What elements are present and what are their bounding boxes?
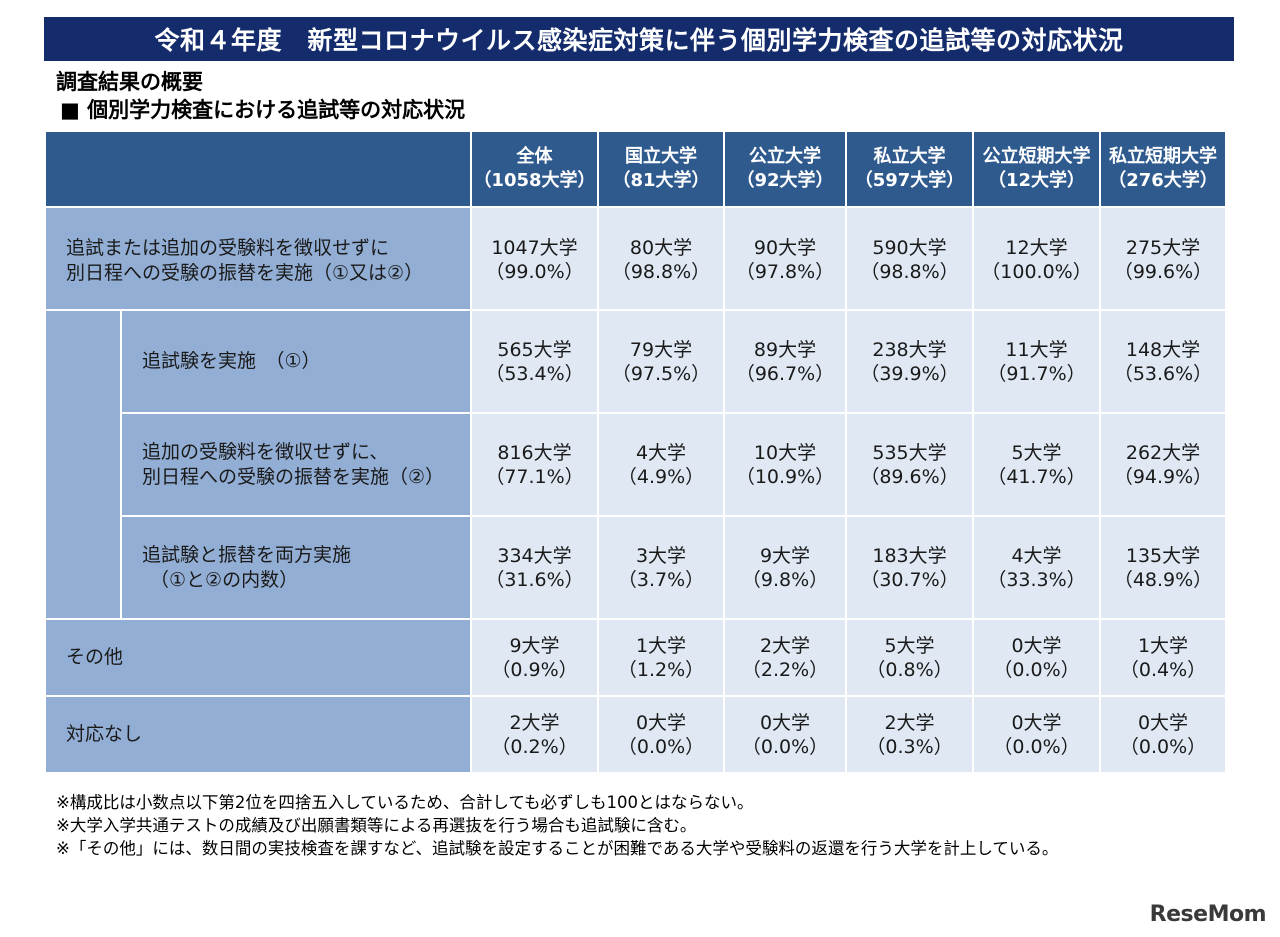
subsection-title: ■ 個別学力検査における追試等の対応状況 bbox=[60, 98, 466, 122]
table-cell: 1大学 （1.2%） bbox=[597, 618, 725, 697]
table-cell: 0大学 （0.0%） bbox=[723, 695, 847, 774]
table-cell: 565大学 （53.4%） bbox=[470, 309, 599, 414]
table-cell: 1大学 （0.4%） bbox=[1099, 618, 1227, 697]
table-cell: 89大学 （96.7%） bbox=[723, 309, 847, 414]
resemom-logo: ReseMom bbox=[1149, 902, 1267, 927]
header-public-junior: 公立短期大学 （12大学） bbox=[972, 130, 1101, 208]
header-blank-cell bbox=[44, 130, 472, 208]
table-cell: 1047大学 （99.0%） bbox=[470, 206, 599, 311]
page-title: 令和４年度 新型コロナウイルス感染症対策に伴う個別学力検査の追試等の対応状況 bbox=[44, 17, 1234, 61]
table-cell: 11大学 （91.7%） bbox=[972, 309, 1101, 414]
table-header-row: 全体 （1058大学） 国立大学 （81大学） 公立大学 （92大学） 私立大学 （59… bbox=[44, 130, 1227, 208]
table-cell: 135大学 （48.9%） bbox=[1099, 515, 1227, 620]
table-row: 追試験と振替を両方実施 （①と②の内数） 334大学 （31.6%） 3大学 （3.… bbox=[45, 515, 1227, 620]
table-cell: 0大学 （0.0%） bbox=[597, 695, 725, 774]
table-cell: 2大学 （2.2%） bbox=[723, 618, 847, 697]
row-label: 追加の受験料を徴収せずに、 別日程への受験の振替を実施（②） bbox=[120, 412, 472, 517]
section-title: 調査結果の概要 bbox=[56, 70, 203, 94]
table-cell: 0大学 （0.0%） bbox=[1099, 695, 1227, 774]
footnote: ※構成比は小数点以下第2位を四捨五入しているため、合計しても必ずしも100とはな… bbox=[56, 793, 754, 812]
row-label: 追試または追加の受験料を徴収せずに 別日程への受験の振替を実施（①又は②） bbox=[44, 206, 472, 311]
table-cell: 0大学 （0.0%） bbox=[972, 618, 1101, 697]
results-table: 全体 （1058大学） 国立大学 （81大学） 公立大学 （92大学） 私立大学 （59… bbox=[44, 130, 1227, 774]
header-private: 私立大学 （597大学） bbox=[845, 130, 974, 208]
table-cell: 9大学 （9.8%） bbox=[723, 515, 847, 620]
table-cell: 0大学 （0.0%） bbox=[972, 695, 1101, 774]
table-row: 追試験を実施 （①） 565大学 （53.4%） 79大学 （97.5%） 89大学… bbox=[44, 309, 1227, 620]
footnotes: ※構成比は小数点以下第2位を四捨五入しているため、合計しても必ずしも100とはな… bbox=[56, 791, 1058, 860]
table-cell: 80大学 （98.8%） bbox=[597, 206, 725, 311]
row-label: その他 bbox=[44, 618, 472, 697]
table-cell: 5大学 （0.8%） bbox=[845, 618, 974, 697]
table-cell: 183大学 （30.7%） bbox=[845, 515, 974, 620]
table-cell: 262大学 （94.9%） bbox=[1099, 412, 1227, 517]
table-row: 追加の受験料を徴収せずに、 別日程への受験の振替を実施（②） 816大学 （77.… bbox=[45, 412, 1227, 517]
header-total: 全体 （1058大学） bbox=[470, 130, 599, 208]
table-cell: 275大学 （99.6%） bbox=[1099, 206, 1227, 311]
row-label: 追試験と振替を両方実施 （①と②の内数） bbox=[120, 515, 472, 620]
table-cell: 12大学 （100.0%） bbox=[972, 206, 1101, 311]
table-cell: 4大学 （33.3%） bbox=[972, 515, 1101, 620]
table-cell: 79大学 （97.5%） bbox=[597, 309, 725, 414]
table-row: 追試または追加の受験料を徴収せずに 別日程への受験の振替を実施（①又は②） 10… bbox=[44, 206, 1227, 311]
table-cell: 238大学 （39.9%） bbox=[845, 309, 974, 414]
table-row: その他 9大学 （0.9%） 1大学 （1.2%） 2大学 （2.2%） 5大学 （0.… bbox=[44, 618, 1227, 697]
table-cell: 148大学 （53.6%） bbox=[1099, 309, 1227, 414]
table-cell: 590大学 （98.8%） bbox=[845, 206, 974, 311]
table-cell: 2大学 （0.3%） bbox=[845, 695, 974, 774]
table-cell: 4大学 （4.9%） bbox=[597, 412, 725, 517]
header-public: 公立大学 （92大学） bbox=[723, 130, 847, 208]
row-label: 追試験を実施 （①） bbox=[120, 309, 472, 414]
table-cell: 9大学 （0.9%） bbox=[470, 618, 599, 697]
table-cell: 5大学 （41.7%） bbox=[972, 412, 1101, 517]
footnote: ※大学入学共通テストの成績及び出願書類等による再選抜を行う場合も追試験に含む。 bbox=[56, 816, 697, 835]
table-cell: 2大学 （0.2%） bbox=[470, 695, 599, 774]
footnote: ※「その他」には、数日間の実技検査を課すなど、追試験を設定することが困難である大… bbox=[56, 839, 1059, 858]
table-cell: 334大学 （31.6%） bbox=[470, 515, 599, 620]
table-cell: 816大学 （77.1%） bbox=[470, 412, 599, 517]
row-label: 対応なし bbox=[44, 695, 472, 774]
table-cell: 90大学 （97.8%） bbox=[723, 206, 847, 311]
table-row: 対応なし 2大学 （0.2%） 0大学 （0.0%） 0大学 （0.0%） 2大学 （0… bbox=[44, 695, 1227, 774]
indent-cell bbox=[44, 309, 122, 620]
header-national: 国立大学 （81大学） bbox=[597, 130, 725, 208]
table-cell: 535大学 （89.6%） bbox=[845, 412, 974, 517]
table-cell: 3大学 （3.7%） bbox=[597, 515, 725, 620]
header-private-junior: 私立短期大学 （276大学） bbox=[1099, 130, 1227, 208]
table-cell: 10大学 （10.9%） bbox=[723, 412, 847, 517]
